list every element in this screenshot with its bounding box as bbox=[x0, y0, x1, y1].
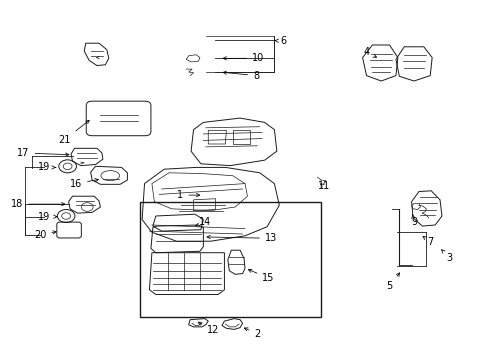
Bar bbox=[140, 202, 321, 317]
Text: 20: 20 bbox=[34, 230, 56, 240]
Text: 16: 16 bbox=[70, 179, 98, 189]
Text: 10: 10 bbox=[223, 53, 265, 63]
Text: 13: 13 bbox=[207, 233, 277, 243]
Text: 3: 3 bbox=[441, 250, 453, 263]
Text: 2: 2 bbox=[245, 328, 260, 339]
Text: 19: 19 bbox=[38, 212, 57, 222]
Text: 7: 7 bbox=[423, 236, 433, 247]
Text: 17: 17 bbox=[17, 148, 69, 158]
Text: 15: 15 bbox=[248, 269, 275, 283]
Text: 11: 11 bbox=[318, 181, 330, 192]
Text: 21: 21 bbox=[58, 120, 89, 145]
Text: 14: 14 bbox=[196, 217, 211, 228]
Text: 6: 6 bbox=[274, 36, 286, 46]
Text: 19: 19 bbox=[38, 162, 56, 172]
Text: 8: 8 bbox=[223, 71, 259, 81]
Text: 12: 12 bbox=[198, 322, 220, 336]
Text: 5: 5 bbox=[387, 273, 400, 291]
Text: 4: 4 bbox=[364, 47, 376, 57]
Text: 18: 18 bbox=[11, 199, 65, 209]
Text: 9: 9 bbox=[411, 214, 417, 227]
Text: 1: 1 bbox=[177, 190, 200, 200]
